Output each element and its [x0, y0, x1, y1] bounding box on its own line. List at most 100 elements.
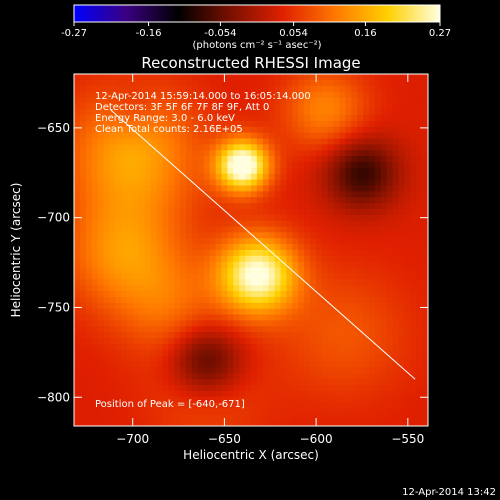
heatmap-cell — [121, 138, 128, 145]
heatmap-cell — [345, 244, 352, 251]
heatmap-cell — [357, 320, 364, 327]
heatmap-cell — [274, 320, 281, 327]
heatmap-cell — [186, 373, 193, 380]
heatmap-cell — [215, 355, 222, 362]
heatmap-cell — [168, 384, 175, 392]
heatmap-cell — [115, 414, 122, 421]
heatmap-cell — [345, 296, 352, 304]
heatmap-cell — [85, 414, 93, 421]
heatmap-cell — [127, 396, 134, 403]
heatmap-cell — [144, 156, 152, 163]
heatmap-cell — [215, 343, 222, 351]
heatmap-cell — [262, 144, 270, 151]
heatmap-cell — [369, 285, 376, 292]
heatmap-cell — [256, 326, 264, 333]
heatmap-cell — [339, 349, 346, 356]
heatmap-cell — [292, 126, 299, 134]
heatmap-cell — [133, 115, 140, 122]
heatmap-cell — [369, 167, 376, 175]
heatmap-cell — [239, 244, 246, 251]
heatmap-cell — [380, 150, 388, 157]
heatmap-cell — [209, 91, 216, 98]
heatmap-cell — [103, 285, 110, 292]
heatmap-cell — [357, 156, 364, 163]
heatmap-cell — [274, 138, 281, 145]
heatmap-cell — [245, 384, 252, 392]
heatmap-cell — [404, 126, 411, 134]
heatmap-cell — [168, 250, 175, 257]
heatmap-cell — [121, 320, 128, 327]
heatmap-cell — [351, 238, 358, 245]
heatmap-cell — [203, 167, 211, 175]
heatmap-cell — [186, 109, 193, 116]
heatmap-cell — [374, 396, 382, 403]
heatmap-cell — [79, 408, 87, 415]
heatmap-cell — [133, 361, 140, 368]
heatmap-cell — [168, 320, 175, 327]
heatmap-cell — [150, 390, 157, 398]
heatmap-cell — [321, 120, 329, 128]
heatmap-cell — [339, 197, 346, 204]
heatmap-cell — [304, 384, 311, 392]
heatmap-cell — [103, 173, 110, 180]
heatmap-cell — [192, 91, 199, 98]
heatmap-cell — [197, 361, 205, 368]
solar-limb-line — [110, 109, 416, 380]
heatmap-cell — [392, 74, 399, 81]
heatmap-cell — [103, 291, 110, 298]
heatmap-cell — [133, 91, 140, 98]
heatmap-cell — [315, 285, 323, 292]
heatmap-cell — [133, 156, 140, 163]
heatmap-cell — [97, 402, 104, 409]
heatmap-cell — [150, 384, 157, 392]
heatmap-cell — [79, 332, 87, 339]
heatmap-cell — [410, 191, 417, 198]
heatmap-cell — [127, 326, 134, 333]
heatmap-cell — [79, 85, 87, 92]
heatmap-cell — [233, 379, 240, 386]
heatmap-cell — [85, 302, 93, 310]
heatmap-cell — [422, 103, 428, 110]
heatmap-cell — [103, 232, 110, 239]
heatmap-cell — [103, 250, 110, 257]
heatmap-cell — [168, 214, 175, 222]
heatmap-cell — [251, 408, 258, 415]
heatmap-cell — [209, 379, 216, 386]
x-tick-label: −600 — [300, 432, 333, 446]
heatmap-cell — [203, 349, 211, 356]
heatmap-cell — [227, 214, 234, 222]
heatmap-cell — [209, 150, 216, 157]
heatmap-cell — [144, 244, 152, 251]
heatmap-cell — [79, 279, 87, 286]
heatmap-cell — [422, 343, 428, 351]
heatmap-cell — [227, 85, 234, 92]
heatmap-cell — [298, 244, 305, 251]
heatmap-cell — [109, 85, 116, 92]
heatmap-cell — [121, 132, 128, 139]
heatmap-cell — [192, 138, 199, 145]
heatmap-cell — [192, 402, 199, 409]
heatmap-cell — [392, 355, 399, 362]
heatmap-cell — [280, 308, 287, 315]
heatmap-cell — [109, 343, 116, 351]
colorbar-tick-label: -0.27 — [61, 28, 87, 39]
heatmap-cell — [74, 232, 81, 239]
heatmap-cell — [121, 302, 128, 310]
heatmap-cell — [79, 308, 87, 315]
heatmap-cell — [79, 238, 87, 245]
heatmap-cell — [369, 191, 376, 198]
heatmap-cell — [227, 420, 234, 426]
heatmap-cell — [186, 156, 193, 163]
heatmap-cell — [327, 91, 334, 98]
heatmap-cell — [333, 79, 340, 87]
heatmap-cell — [304, 308, 311, 315]
heatmap-cell — [150, 326, 157, 333]
heatmap-cell — [186, 349, 193, 356]
heatmap-cell — [192, 167, 199, 175]
heatmap-cell — [392, 396, 399, 403]
heatmap-cell — [156, 167, 163, 175]
heatmap-cell — [404, 384, 411, 392]
heatmap-cell — [416, 244, 423, 251]
heatmap-cell — [310, 250, 317, 257]
heatmap-cell — [245, 232, 252, 239]
